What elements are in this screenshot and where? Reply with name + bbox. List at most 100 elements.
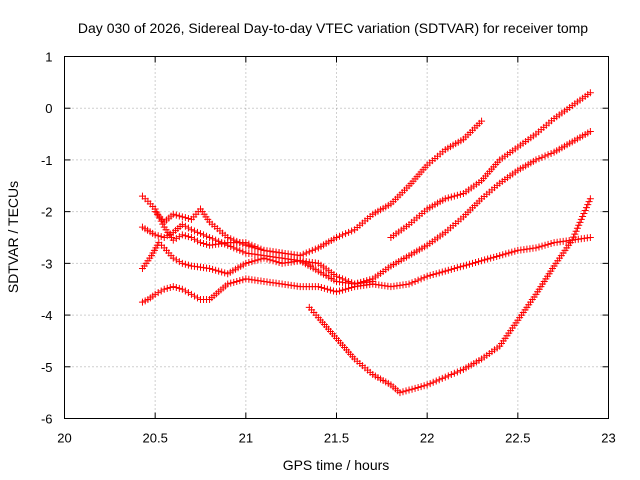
data-point	[579, 212, 587, 220]
data-point	[299, 250, 307, 258]
data-point	[236, 277, 244, 285]
data-point	[333, 288, 340, 296]
data-point	[478, 257, 486, 265]
data-point	[169, 236, 177, 244]
data-point	[206, 265, 214, 273]
data-point	[339, 286, 347, 294]
data-point	[236, 239, 244, 247]
data-point	[184, 289, 192, 297]
data-point	[181, 287, 189, 295]
data-point	[420, 274, 428, 282]
data-point	[426, 380, 434, 388]
data-point	[184, 215, 192, 223]
data-point	[317, 283, 325, 291]
data-point	[221, 269, 229, 277]
data-point	[230, 278, 238, 286]
data-point	[459, 262, 467, 270]
y-tick-label: -4	[41, 308, 53, 323]
data-point	[227, 279, 235, 287]
data-point	[538, 153, 546, 161]
data-point	[584, 201, 592, 209]
x-tick-label: 21.5	[324, 431, 349, 446]
data-point	[444, 266, 452, 274]
data-point	[212, 236, 220, 244]
data-point	[472, 258, 480, 266]
data-point	[248, 258, 256, 266]
data-point	[302, 249, 310, 257]
data-point	[423, 272, 431, 280]
data-point	[435, 376, 443, 384]
data-point	[408, 279, 416, 287]
data-point	[547, 149, 555, 157]
data-point	[320, 284, 328, 292]
data-point	[209, 235, 217, 243]
data-point	[417, 383, 425, 391]
data-point	[233, 237, 241, 245]
data-point	[333, 272, 340, 280]
series-3	[138, 127, 594, 288]
data-point	[547, 240, 555, 248]
data-point	[441, 195, 449, 203]
series-4	[138, 239, 377, 288]
y-tick-label: -3	[41, 256, 53, 271]
data-point	[342, 230, 350, 238]
data-point	[193, 228, 201, 236]
data-point	[575, 221, 583, 229]
data-point	[230, 244, 238, 252]
data-point	[157, 233, 165, 241]
data-point	[181, 232, 189, 240]
data-point	[570, 233, 578, 241]
data-point	[178, 213, 186, 221]
data-point	[181, 260, 189, 268]
data-point	[242, 259, 250, 267]
data-point	[193, 237, 201, 245]
grid	[64, 56, 609, 419]
data-point	[172, 211, 180, 219]
data-point	[414, 383, 422, 391]
data-point	[227, 243, 235, 251]
data-point	[254, 256, 262, 264]
series-7	[387, 89, 594, 241]
data-point	[190, 235, 198, 243]
data-point	[157, 287, 165, 295]
data-point	[239, 240, 247, 248]
data-point	[481, 256, 489, 264]
data-point	[314, 283, 322, 291]
data-point	[532, 244, 540, 252]
series-5	[151, 205, 286, 257]
data-point	[581, 207, 589, 215]
data-point	[450, 265, 458, 273]
data-point	[432, 270, 440, 278]
y-tick-label: -5	[41, 360, 53, 375]
data-point	[475, 258, 483, 266]
data-point	[508, 248, 516, 256]
data-point	[184, 233, 192, 241]
data-point	[263, 255, 271, 263]
data-point	[405, 280, 413, 288]
data-point	[178, 259, 186, 267]
x-tick-label: 21	[239, 431, 253, 446]
data-point	[257, 246, 265, 254]
data-point	[175, 284, 183, 292]
data-point	[187, 226, 195, 234]
data-point	[571, 230, 579, 238]
data-point	[342, 276, 350, 284]
data-point	[478, 117, 486, 125]
y-tick-label: -6	[41, 412, 53, 427]
data-point	[251, 257, 259, 265]
data-point	[345, 277, 353, 285]
series-1	[138, 117, 486, 260]
data-point	[339, 275, 347, 283]
data-point	[169, 254, 177, 262]
data-point	[572, 227, 580, 235]
data-point	[203, 240, 211, 248]
data-point	[305, 248, 313, 256]
data-point	[345, 228, 353, 236]
data-point	[254, 245, 262, 253]
data-point	[178, 221, 186, 229]
data-point	[178, 285, 186, 293]
data-point	[236, 246, 244, 254]
data-point	[438, 374, 446, 382]
data-point	[535, 243, 543, 251]
data-point	[178, 231, 186, 239]
